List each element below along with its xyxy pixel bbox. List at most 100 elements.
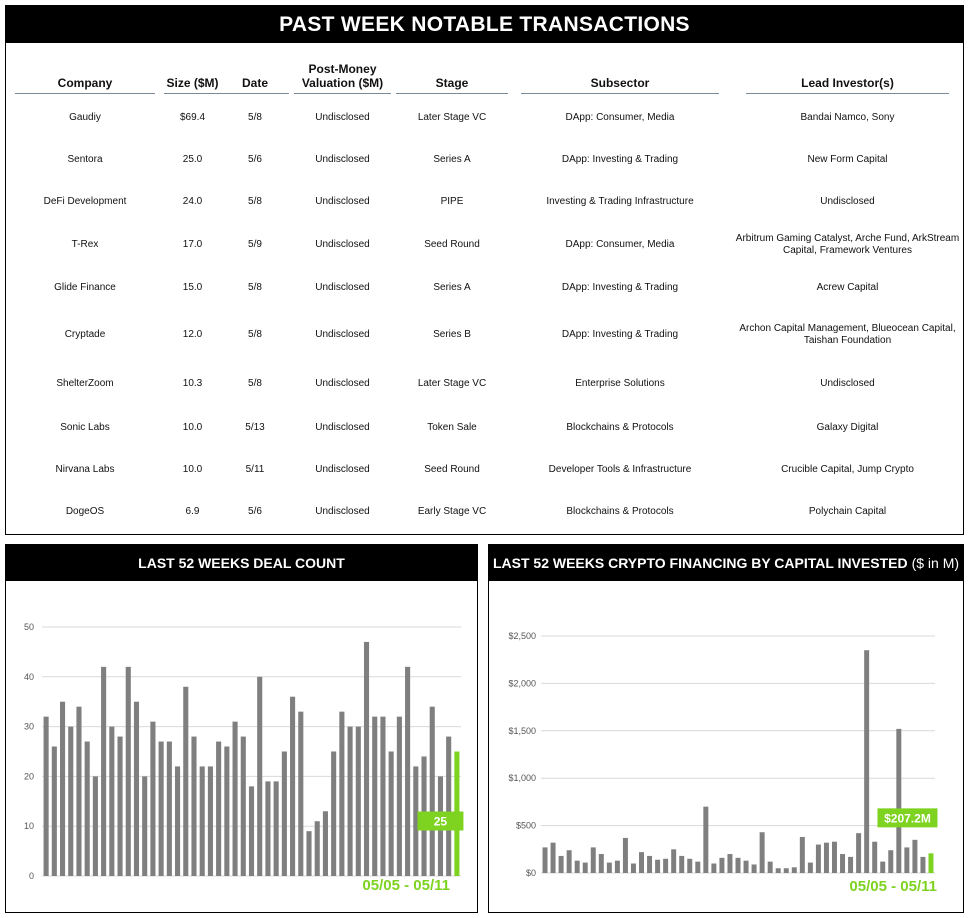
cell-subsector: DApp: Investing & Trading	[561, 282, 679, 293]
cell-date: 5/8	[248, 329, 262, 340]
bar	[43, 716, 49, 876]
bar	[663, 858, 669, 873]
highlight-bar	[928, 853, 934, 873]
deal-count-chart: 0 10 20 30 40 50 25 05/05 - 05/11	[24, 622, 464, 894]
bar	[133, 701, 140, 876]
cell-date: 5/6	[248, 154, 262, 165]
cell-lead-investors: Archon Capital Management, Blueocean Cap…	[739, 323, 956, 346]
bar	[791, 867, 797, 873]
y-tick-label: $1,000	[508, 773, 536, 783]
cell-valuation: Undisclosed	[315, 282, 370, 293]
cell-stage: Series A	[433, 154, 471, 165]
capital-invested-unit: ($ in M)	[911, 555, 960, 571]
column-header-size: Size ($M)	[164, 48, 221, 97]
bar	[68, 726, 74, 876]
cell-stage: Later Stage VC	[417, 112, 487, 123]
cell-subsector: DApp: Investing & Trading	[561, 154, 679, 165]
bar	[240, 736, 246, 876]
transactions-title: PAST WEEK NOTABLE TRANSACTIONS	[6, 6, 963, 43]
table-row: Nirvana Labs 10.0 5/11 Undisclosed Seed Roun…	[6, 449, 963, 491]
bar	[840, 854, 846, 873]
bar	[388, 751, 394, 876]
bar	[687, 858, 693, 873]
bar	[125, 666, 131, 876]
bar	[606, 862, 612, 873]
cell-stage: Early Stage VC	[417, 506, 487, 517]
bar	[582, 862, 588, 873]
cell-stage: Later Stage VC	[417, 378, 487, 389]
cell-stage: Series A	[433, 282, 471, 293]
y-tick-label: 20	[24, 771, 34, 781]
table-row: Gaudiy $69.4 5/8 Undisclosed Later Stage VC D…	[6, 97, 963, 139]
bar	[248, 786, 255, 876]
bar	[912, 839, 918, 873]
cell-lead-investors: Acrew Capital	[816, 282, 879, 293]
y-tick-label: $0	[526, 868, 536, 878]
cell-size: 10.0	[182, 464, 203, 475]
cell-size: 10.3	[182, 378, 203, 389]
highlight-label-box	[877, 808, 938, 828]
bar	[647, 855, 653, 873]
bar	[158, 741, 164, 876]
bar	[807, 862, 813, 873]
highlight-value-label: 25	[434, 815, 448, 829]
cell-stage: PIPE	[440, 196, 464, 207]
column-header-lead-investors: Lead Investor(s)	[732, 48, 963, 97]
cell-lead-investors: New Form Capital	[807, 154, 888, 165]
cell-date: 5/9	[248, 239, 262, 250]
bar	[347, 726, 353, 876]
deal-count-panel: LAST 52 WEEKS DEAL COUNT 0 10 20 30 40 50 25 05…	[5, 544, 478, 913]
bar	[224, 746, 230, 876]
bar	[363, 641, 370, 876]
deal-count-title: LAST 52 WEEKS DEAL COUNT	[6, 545, 477, 581]
y-tick-label: $500	[516, 821, 536, 831]
y-tick-label: 40	[24, 672, 34, 682]
cell-lead-investors: Undisclosed	[820, 196, 875, 207]
y-tick-label: 50	[24, 622, 34, 632]
cell-valuation: Undisclosed	[315, 196, 370, 207]
table-header-row: Company Size ($M) Date Post-Money Valuation…	[6, 48, 963, 97]
bar	[109, 726, 115, 876]
bar	[920, 856, 926, 873]
table-row: T-Rex 17.0 5/9 Undisclosed Seed Round DApp: C…	[6, 223, 963, 267]
bar	[751, 864, 757, 873]
cell-valuation: Undisclosed	[315, 422, 370, 433]
y-tick-label: 10	[24, 821, 34, 831]
column-header-valuation: Post-Money Valuation ($M)	[289, 48, 396, 97]
bar	[396, 716, 402, 876]
bar	[880, 861, 886, 873]
capital-invested-header: LAST 52 WEEKS CRYPTO FINANCING BY CAPITA…	[489, 545, 963, 581]
y-tick-label: 30	[24, 722, 34, 732]
cell-valuation: Undisclosed	[315, 506, 370, 517]
cell-size: 17.0	[182, 239, 203, 250]
bar	[405, 666, 411, 876]
cell-date: 5/11	[245, 464, 265, 475]
cell-company: DeFi Development	[43, 196, 127, 207]
cell-size: $69.4	[179, 112, 206, 123]
cell-stage: Seed Round	[424, 239, 480, 250]
bar	[101, 666, 107, 876]
cell-stage: Series B	[433, 329, 471, 340]
capital-invested-chart: $0 $500 $1,000 $1,500 $2,000 $2,500 $207.2M 05/…	[508, 631, 938, 895]
bar	[767, 861, 773, 873]
column-header-label: Subsector	[521, 76, 719, 94]
bar	[671, 849, 677, 873]
cell-subsector: Blockchains & Protocols	[566, 506, 674, 517]
bar	[735, 857, 741, 873]
bar	[166, 741, 172, 876]
column-header-label: Company	[15, 76, 155, 94]
bar	[298, 711, 304, 876]
bar	[823, 842, 829, 873]
bar	[856, 833, 862, 873]
cell-company: ShelterZoom	[56, 378, 114, 389]
cell-date: 5/8	[248, 196, 262, 207]
cell-company: Nirvana Labs	[55, 464, 115, 475]
cell-subsector: DApp: Consumer, Media	[565, 239, 675, 250]
bar	[622, 837, 628, 873]
table-row: ShelterZoom 10.3 5/8 Undisclosed Later Stage…	[6, 361, 963, 407]
bar	[590, 847, 596, 873]
cell-size: 15.0	[182, 282, 203, 293]
bar	[727, 854, 733, 873]
cell-company: Cryptade	[64, 329, 106, 340]
bar	[429, 706, 435, 876]
